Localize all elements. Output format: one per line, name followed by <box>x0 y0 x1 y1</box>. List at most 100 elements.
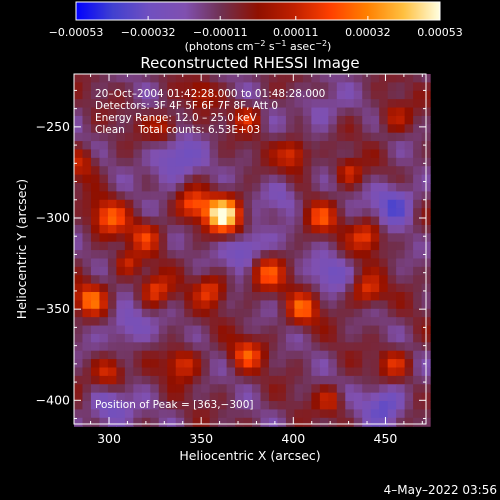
heatmap-cell <box>353 325 363 335</box>
heatmap-cell <box>252 409 262 419</box>
heatmap-cell <box>260 132 270 142</box>
heatmap-cell <box>99 384 109 394</box>
heatmap-cell <box>201 367 211 377</box>
heatmap-cell <box>370 124 380 134</box>
heatmap-cell <box>141 74 151 83</box>
heatmap-cell <box>260 350 270 360</box>
heatmap-cell <box>82 409 92 419</box>
heatmap-cell <box>413 199 423 209</box>
heatmap-cell <box>226 342 236 352</box>
heatmap-cell <box>379 333 389 343</box>
heatmap-cell <box>90 82 101 92</box>
heatmap-cell <box>116 82 126 92</box>
heatmap-cell <box>150 132 160 142</box>
heatmap-cell <box>319 241 329 251</box>
heatmap-cell <box>328 124 338 134</box>
heatmap-cell <box>328 157 338 167</box>
heatmap-cell <box>184 409 194 419</box>
heatmap-cell <box>379 233 389 243</box>
heatmap-cell <box>99 250 109 260</box>
heatmap-cell <box>226 174 236 184</box>
heatmap-cell <box>90 132 101 142</box>
heatmap-cell <box>243 124 253 134</box>
heatmap-cell <box>107 359 117 369</box>
heatmap-cell <box>133 275 143 285</box>
heatmap-cell <box>99 191 109 201</box>
heatmap-cell <box>353 375 363 385</box>
heatmap-cell <box>209 208 219 218</box>
heatmap-cell <box>319 149 329 159</box>
heatmap-cell <box>235 191 245 201</box>
heatmap-cell <box>116 233 126 243</box>
heatmap-cell <box>116 183 126 192</box>
heatmap-cell <box>107 74 117 83</box>
heatmap-cell <box>260 375 270 385</box>
heatmap-cell <box>141 300 151 310</box>
heatmap-cell <box>285 292 296 302</box>
heatmap-cell <box>302 74 312 83</box>
heatmap-cell <box>141 333 151 343</box>
heatmap-cell <box>133 359 143 369</box>
heatmap-cell <box>379 115 389 125</box>
heatmap-cell <box>353 199 363 209</box>
heatmap-cell <box>345 191 355 201</box>
heatmap-cell <box>90 333 101 343</box>
heatmap-cell <box>226 241 236 251</box>
heatmap-cell <box>396 409 406 419</box>
heatmap-cell <box>99 300 109 310</box>
heatmap-cell <box>158 283 168 293</box>
heatmap-cell <box>82 375 92 385</box>
heatmap-cell <box>124 384 134 394</box>
heatmap-cell <box>336 375 346 385</box>
heatmap-cell <box>82 241 92 251</box>
heatmap-cell <box>226 409 236 419</box>
heatmap-cell <box>184 325 194 335</box>
heatmap-cell <box>353 266 363 276</box>
heatmap-cell <box>158 115 168 125</box>
heatmap-cell <box>99 275 109 285</box>
heatmap-cell <box>218 333 228 343</box>
heatmap-cell <box>319 208 329 218</box>
heatmap-cell <box>99 292 109 302</box>
heatmap-cell <box>167 166 177 176</box>
heatmap-cell <box>387 401 397 411</box>
heatmap-cell <box>90 224 101 234</box>
heatmap-cell <box>370 166 380 176</box>
heatmap-cell <box>370 241 380 251</box>
heatmap-cell <box>124 107 134 117</box>
heatmap-cell <box>226 283 236 293</box>
heatmap-cell <box>201 183 211 192</box>
heatmap-cell <box>192 124 202 134</box>
heatmap-cell <box>167 107 177 117</box>
heatmap-cell <box>74 241 84 251</box>
heatmap-cell <box>379 409 389 419</box>
heatmap-cell <box>167 292 177 302</box>
heatmap-cell <box>158 350 168 360</box>
heatmap-cell <box>167 208 177 218</box>
heatmap-cell <box>150 149 160 159</box>
heatmap-cell <box>302 233 312 243</box>
heatmap-cell <box>158 308 168 318</box>
heatmap-cell <box>311 115 321 125</box>
heatmap-cell <box>133 317 143 327</box>
heatmap-cell <box>150 308 160 318</box>
heatmap-cell <box>141 149 151 159</box>
heatmap-cell <box>226 224 236 234</box>
heatmap-cell <box>362 183 372 192</box>
heatmap-cell <box>90 90 101 100</box>
heatmap-cell <box>302 199 312 209</box>
heatmap-cell <box>345 359 355 369</box>
heatmap-cell <box>235 409 245 419</box>
heatmap-cell <box>116 74 126 83</box>
heatmap-cell <box>336 157 346 167</box>
heatmap-cell <box>328 308 338 318</box>
heatmap-cell <box>370 401 380 411</box>
heatmap-cell <box>379 375 389 385</box>
heatmap-cell <box>226 183 236 192</box>
heatmap-cell <box>328 90 338 100</box>
heatmap-cell <box>353 149 363 159</box>
heatmap-cell <box>252 124 262 134</box>
heatmap-cell <box>235 317 245 327</box>
heatmap-cell <box>277 166 287 176</box>
heatmap-cell <box>396 99 406 109</box>
